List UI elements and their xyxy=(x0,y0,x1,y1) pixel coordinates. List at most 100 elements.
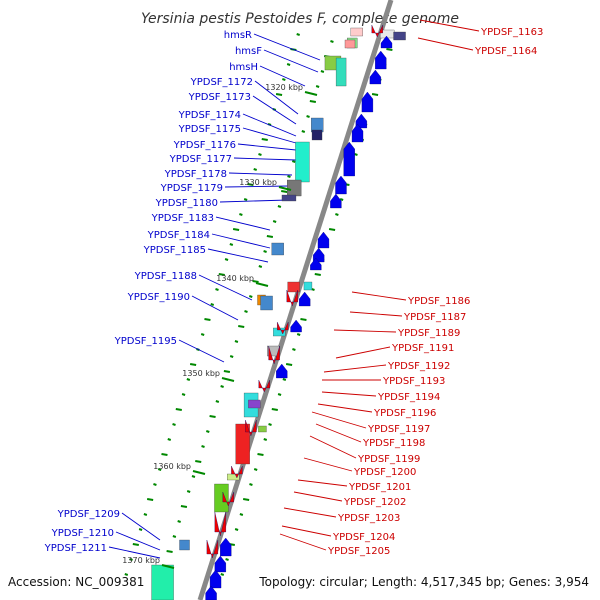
leader-line xyxy=(297,479,348,487)
gene-block xyxy=(179,539,190,551)
reverse-gene-arrow xyxy=(371,24,383,38)
forward-gene-arrow xyxy=(214,555,226,573)
leader-line xyxy=(283,507,337,518)
scale-mark-tick xyxy=(278,186,292,191)
tick-dot xyxy=(291,160,296,163)
right-gene-label: YPDSF_1189 xyxy=(397,328,460,339)
leader-line xyxy=(242,127,297,144)
leader-line xyxy=(311,411,367,429)
tick-dot xyxy=(272,220,277,223)
left-gene-label: YPDSF_1211 xyxy=(44,543,107,554)
leader-line xyxy=(115,531,161,551)
left-gene-label: hmsF xyxy=(235,46,262,57)
tick-dot xyxy=(257,453,264,456)
tick-dot xyxy=(215,400,220,403)
left-gene-label: hmsR xyxy=(224,30,252,41)
leader-line xyxy=(191,295,239,321)
reverse-gene-arrow xyxy=(231,465,243,479)
scale-mark-label: 1340 kbp xyxy=(216,274,254,283)
right-gene-label: YPDSF_1196 xyxy=(373,408,436,419)
tick-dot xyxy=(138,528,143,531)
forward-gene-arrow xyxy=(380,35,393,49)
right-gene-label: YPDSF_1164 xyxy=(474,46,537,57)
tick-dot xyxy=(271,408,278,411)
leader-line xyxy=(228,172,293,176)
left-gene-label: YPDSF_1174 xyxy=(178,110,241,121)
reverse-gene-arrow xyxy=(214,511,226,537)
map-title: Yersinia pestis Pestoides F, complete ge… xyxy=(141,11,459,27)
gene-block xyxy=(393,31,406,41)
leader-line xyxy=(317,403,373,413)
leader-line xyxy=(178,339,225,363)
tick-dot xyxy=(247,183,254,186)
scale-mark-tick xyxy=(221,377,235,382)
reverse-gene-arrow xyxy=(206,539,219,559)
tick-dot xyxy=(258,265,263,268)
tick-dot xyxy=(386,48,393,51)
tick-dot xyxy=(161,453,168,456)
tick-dot xyxy=(223,370,231,373)
leader-line xyxy=(252,95,297,125)
tick-dot xyxy=(172,423,176,426)
left-gene-label: YPDSF_1209 xyxy=(57,509,120,520)
gene-block xyxy=(248,399,261,409)
leader-line xyxy=(237,143,297,151)
tick-dot xyxy=(132,543,139,546)
tick-dot xyxy=(195,460,202,463)
left-gene-label: hmsH xyxy=(229,62,258,73)
tick-dot xyxy=(335,213,339,216)
tick-dot xyxy=(180,505,188,508)
left-gene-label: YPDSF_1173 xyxy=(188,92,251,103)
leader-line xyxy=(417,37,474,51)
tick-dot xyxy=(339,198,344,201)
left-gene-label: YPDSF_1183 xyxy=(151,213,214,224)
leader-line xyxy=(323,364,387,373)
left-gene-label: YPDSF_1210 xyxy=(51,528,114,539)
tick-dot xyxy=(234,340,239,343)
leader-line xyxy=(233,157,297,161)
tick-dot xyxy=(229,355,234,358)
reverse-gene-arrow xyxy=(286,289,298,307)
tick-dot xyxy=(239,513,244,516)
tick-dot xyxy=(166,550,173,553)
gene-block xyxy=(311,129,323,141)
tick-dot xyxy=(296,333,301,336)
tick-dot xyxy=(285,363,293,366)
gene-block xyxy=(258,425,267,433)
tick-dot xyxy=(263,250,267,253)
tick-dot xyxy=(218,273,225,276)
scale-mark-tick xyxy=(304,91,318,96)
right-gene-label: YPDSF_1205 xyxy=(327,546,390,557)
right-gene-label: YPDSF_1191 xyxy=(391,343,454,354)
reverse-gene-arrow xyxy=(258,379,270,393)
tick-dot xyxy=(143,513,148,516)
tick-dot xyxy=(220,573,225,576)
leader-line xyxy=(198,274,253,301)
tick-dot xyxy=(189,363,197,366)
gene-block xyxy=(287,179,302,197)
leader-line xyxy=(309,435,357,459)
right-gene-label: YPDSF_1200 xyxy=(353,467,416,478)
tick-dot xyxy=(328,228,336,231)
forward-gene-arrow xyxy=(369,69,382,85)
tick-dot xyxy=(129,558,133,561)
forward-gene-arrow xyxy=(317,231,330,249)
tick-dot xyxy=(277,205,282,208)
tick-dot xyxy=(157,468,162,471)
leader-line xyxy=(419,19,480,32)
right-gene-label: YPDSF_1199 xyxy=(357,454,420,465)
tick-dot xyxy=(220,385,224,388)
tick-dot xyxy=(124,573,129,576)
tick-dot xyxy=(229,243,234,246)
tick-dot xyxy=(296,33,300,36)
tick-dot xyxy=(172,535,177,538)
leader-line xyxy=(335,346,391,359)
tick-dot xyxy=(301,130,306,133)
tick-dot xyxy=(225,558,229,561)
leader-line xyxy=(333,329,397,333)
gene-block xyxy=(235,423,250,465)
tick-dot xyxy=(252,280,259,283)
leader-line xyxy=(215,216,271,231)
tick-dot xyxy=(261,138,268,141)
